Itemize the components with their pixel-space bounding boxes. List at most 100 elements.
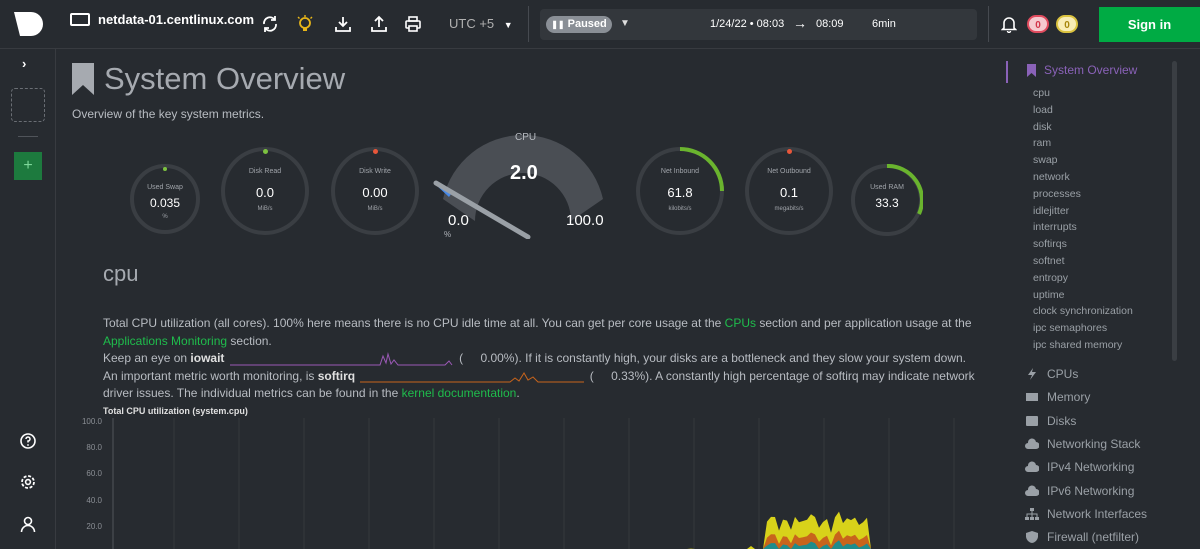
signin-button[interactable]: Sign in [1099, 7, 1200, 42]
bell-icon[interactable] [1001, 15, 1017, 33]
cpu-gauge-unit: % [444, 230, 452, 239]
hostname-selector[interactable]: netdata-01.centlinux.com [70, 12, 254, 27]
sitemap-icon [1025, 508, 1039, 520]
nav-subitem[interactable]: interrupts [1033, 221, 1077, 233]
cloud-icon [1025, 438, 1039, 449]
nav-section-memory[interactable]: Memory [1025, 390, 1090, 404]
nav-subitem[interactable]: processes [1033, 188, 1081, 200]
chevron-down-icon[interactable]: ▼ [620, 18, 630, 29]
text: Total CPU utilization (all cores). 100% … [103, 316, 725, 330]
user-icon[interactable] [19, 515, 37, 533]
softirq-value: 0.33% [611, 368, 646, 383]
download-icon[interactable] [334, 15, 352, 33]
warning-alerts-badge[interactable]: 0 [1056, 15, 1078, 33]
cpu-utilization-chart[interactable] [111, 418, 1000, 549]
cpu-gauge[interactable] [433, 129, 613, 239]
iowait-label: iowait [190, 351, 225, 365]
nav-subitem[interactable]: idlejitter [1033, 205, 1070, 217]
nav-section-label: IPv6 Networking [1047, 484, 1135, 498]
nav-section-network-interfaces[interactable]: Network Interfaces [1025, 507, 1147, 521]
gauge-title: Used RAM [870, 184, 904, 191]
nav-subitem[interactable]: softirqs [1033, 238, 1067, 250]
cpu-gauge-min: 0.0 [448, 212, 469, 229]
y-tick-label: 20.0 [86, 522, 102, 531]
gauge-title: Used Swap [147, 184, 183, 191]
gear-icon[interactable] [19, 473, 37, 491]
timezone-selector[interactable]: UTC +5 ▼ [449, 16, 513, 31]
expand-sidebar-icon[interactable]: › [22, 56, 27, 71]
applications-monitoring-link[interactable]: Applications Monitoring [103, 333, 228, 348]
nav-subitem[interactable]: softnet [1033, 255, 1065, 267]
paused-label: Paused [567, 18, 607, 30]
gauge-title: Net Inbound [660, 168, 700, 175]
nav-section-label: Disks [1047, 414, 1077, 428]
server-icon [70, 13, 90, 26]
space-placeholder[interactable] [11, 88, 45, 122]
upload-icon[interactable] [370, 15, 388, 33]
nav-subitem[interactable]: swap [1033, 154, 1058, 166]
text: section and per application usage at the [756, 316, 972, 330]
page-title: System Overview [104, 61, 346, 96]
nav-section-networking-stack[interactable]: Networking Stack [1025, 437, 1140, 451]
net-outbound-gauge[interactable]: Net Outbound 0.1 megabits/s [745, 147, 833, 235]
iowait-sparkline[interactable] [229, 351, 454, 366]
text: . [516, 386, 520, 400]
refresh-icon[interactable] [261, 15, 279, 33]
cloud-icon [1025, 485, 1039, 496]
nav-subitem[interactable]: ipc shared memory [1033, 339, 1123, 351]
lightbulb-icon[interactable] [296, 15, 314, 33]
softirq-sparkline[interactable] [360, 369, 585, 383]
critical-alerts-badge[interactable]: 0 [1027, 15, 1049, 33]
gauge-unit: MiB/s [257, 206, 273, 212]
y-tick-label: 100.0 [81, 417, 102, 426]
used-ram-gauge[interactable]: Used RAM 33.3 [851, 164, 923, 236]
nav-subitem[interactable]: uptime [1033, 289, 1065, 301]
print-icon[interactable] [404, 15, 422, 33]
nav-section-label: Firewall (netfilter) [1047, 530, 1140, 544]
gauge-value: 0.0 [255, 185, 275, 200]
nav-item-system-overview[interactable]: System Overview [1027, 63, 1137, 77]
nav-subitem[interactable]: ram [1033, 137, 1052, 149]
netdata-logo-icon[interactable] [14, 12, 44, 36]
nav-subitem[interactable]: load [1033, 104, 1053, 116]
y-tick-label: 60.0 [86, 469, 102, 478]
used-swap-gauge[interactable]: Used Swap 0.035 % [130, 164, 200, 234]
nav-section-disks[interactable]: Disks [1025, 414, 1076, 428]
text: section. [227, 333, 272, 348]
nav-subitem[interactable]: ipc semaphores [1033, 322, 1108, 334]
nav-subitem[interactable]: clock synchronization [1033, 305, 1133, 317]
net-inbound-gauge[interactable]: Net Inbound 61.8 kilobits/s [636, 147, 724, 235]
nav-subitem[interactable]: entropy [1033, 272, 1069, 284]
nav-scrollbar[interactable] [1172, 61, 1177, 361]
nav-subitem[interactable]: cpu [1033, 87, 1050, 99]
bolt-icon [1028, 368, 1036, 380]
nav-section-ipv4[interactable]: IPv4 Networking [1025, 460, 1134, 474]
time-range-picker[interactable]: ❚❚ Paused ▼ 1/24/22 • 08:03 → 08:09 6min [540, 9, 977, 40]
add-space-button[interactable]: + [14, 152, 42, 180]
cpu-description: Total CPU utilization (all cores). 100% … [103, 315, 993, 403]
nav-section-label: Memory [1047, 390, 1091, 404]
nav-subitem[interactable]: network [1033, 171, 1070, 183]
gauge-unit: % [162, 214, 168, 220]
nav-section-ipv6[interactable]: IPv6 Networking [1025, 484, 1134, 498]
text: ). If it is constantly high, your disks … [514, 351, 967, 365]
disk-read-gauge[interactable]: Disk Read 0.0 MiB/s [221, 147, 309, 235]
help-icon[interactable] [19, 432, 37, 450]
pause-icon: ❚❚ [551, 20, 565, 29]
nav-section-cpus[interactable]: CPUs [1025, 367, 1078, 381]
text: ). A constantly high percentage of softi… [103, 368, 975, 401]
kernel-documentation-link[interactable]: kernel documentation [401, 386, 517, 400]
cpu-gauge-title: CPU [515, 132, 537, 143]
disk-write-gauge[interactable]: Disk Write 0.00 MiB/s [331, 147, 419, 235]
gauge-indicator [163, 167, 167, 171]
nav-subitem[interactable]: disk [1033, 121, 1052, 133]
divider [528, 6, 529, 42]
nav-section-firewall[interactable]: Firewall (netfilter) [1025, 530, 1139, 544]
time-start: 1/24/22 • 08:03 [710, 18, 785, 30]
chart-title: Total CPU utilization (system.cpu) [103, 406, 248, 416]
top-bar: netdata-01.centlinux.com UTC +5 ▼ ❚❚ Paus… [0, 0, 1200, 49]
gauge-arc [679, 147, 724, 192]
cpus-link[interactable]: CPUs [724, 316, 757, 330]
gauge-unit: kilobits/s [668, 206, 692, 212]
paused-badge[interactable]: ❚❚ Paused [546, 16, 612, 33]
